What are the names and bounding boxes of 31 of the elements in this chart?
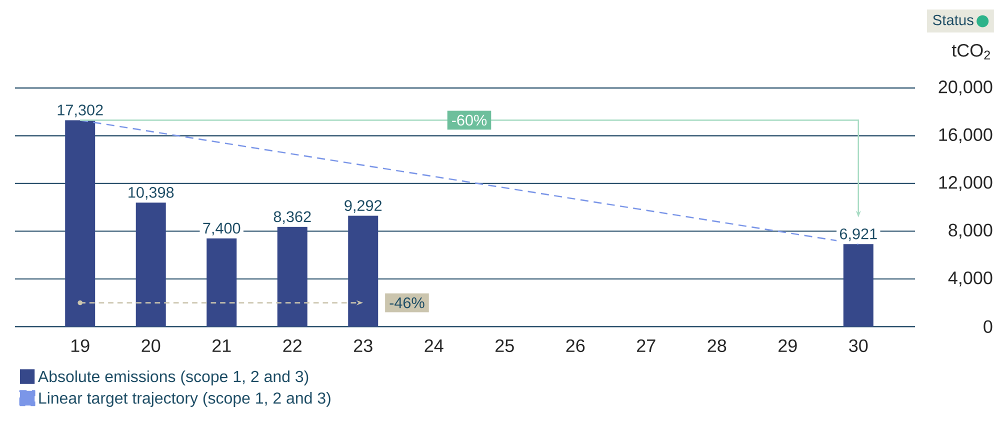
y-tick-label: 8,000 xyxy=(948,224,992,239)
y-tick-label: 20,000 xyxy=(938,80,992,96)
x-tick-label: 23 xyxy=(354,339,372,352)
data-label: 9,292 xyxy=(344,200,382,213)
y-axis-title: tCO$_{2}$ xyxy=(952,44,990,60)
data-label: 17,302 xyxy=(58,104,103,118)
annotation: -60% xyxy=(452,114,487,126)
x-tick-label: 19 xyxy=(71,339,90,352)
annotation: -46% xyxy=(390,297,424,308)
data-label: 6,921 xyxy=(840,228,877,242)
y-tick-label: 16,000 xyxy=(939,128,992,144)
legend-label: Absolute emissions (scope 1, 2 and 3) xyxy=(38,370,308,386)
x-tick-label: 20 xyxy=(142,339,160,352)
x-tick-label: 24 xyxy=(424,339,444,352)
x-tick-label: 28 xyxy=(708,339,726,352)
y-tick-label: 12,000 xyxy=(939,176,992,191)
x-tick-label: 27 xyxy=(637,339,656,352)
x-tick-label: 22 xyxy=(283,339,302,352)
y-tick-label: 4,000 xyxy=(948,271,992,286)
data-label: 10,398 xyxy=(128,186,174,200)
x-tick-label: 21 xyxy=(212,339,231,352)
bar xyxy=(277,226,308,327)
x-tick-label: 29 xyxy=(778,339,797,352)
x-tick-label: 25 xyxy=(496,339,514,352)
text: Status xyxy=(933,14,974,26)
legend-label: Linear target trajectory (scope 1, 2 and 3) xyxy=(39,392,330,407)
x-tick-label: 26 xyxy=(566,339,585,352)
data-label: 8,362 xyxy=(274,211,311,224)
x-tick-label: 30 xyxy=(849,339,868,352)
y-tick-label: 0 xyxy=(984,320,992,334)
data-label: 7,400 xyxy=(203,222,240,236)
